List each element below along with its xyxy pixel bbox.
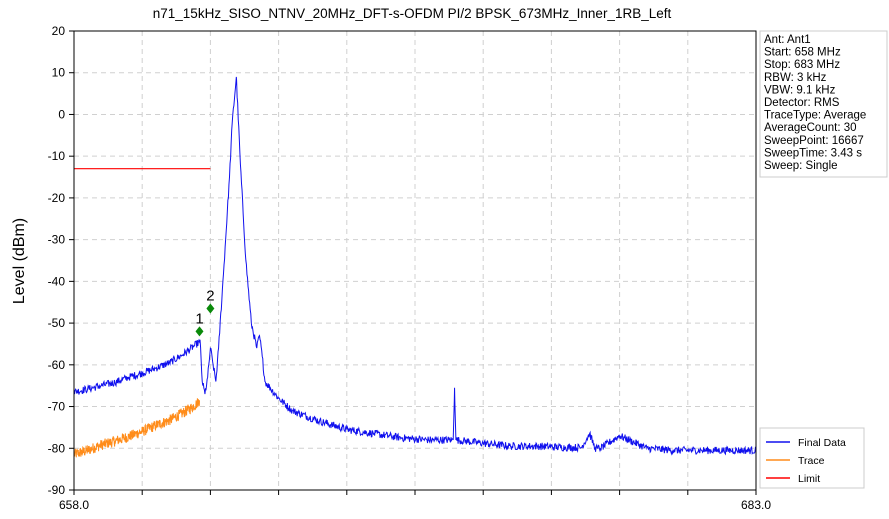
info-line: Stop: 683 MHz: [764, 59, 840, 71]
info-line: SweepTime: 3.43 s: [764, 147, 862, 159]
y-axis-label: Level (dBm): [11, 218, 28, 304]
info-line: TraceType: Average: [764, 110, 866, 122]
info-line: Start: 658 MHz: [764, 47, 841, 59]
y-tick-label: -10: [48, 149, 66, 163]
info-box: [759, 30, 888, 178]
y-tick-label: -20: [48, 191, 66, 205]
chart-title: n71_15kHz_SISO_NTNV_20MHz_DFT-s-OFDM PI/…: [153, 6, 672, 21]
y-tick-label: -80: [48, 441, 66, 455]
x-tick-label: 683.0: [741, 498, 771, 512]
y-tick-label: -50: [48, 316, 66, 330]
info-line: VBW: 9.1 kHz: [764, 84, 836, 96]
series-line: [73, 398, 200, 458]
y-tick-label: -90: [48, 483, 66, 497]
info-line: Sweep: Single: [764, 160, 838, 172]
legend-label: Limit: [798, 473, 820, 485]
y-tick-label: -60: [48, 358, 66, 372]
marker-1: [195, 326, 204, 337]
x-tick-label: 658.0: [59, 498, 89, 512]
legend-label: Trace: [798, 455, 825, 467]
info-line: Detector: RMS: [764, 97, 840, 109]
series-line: [73, 76, 757, 456]
legend-label: Final Data: [798, 437, 846, 449]
y-tick-label: 20: [52, 24, 66, 38]
info-line: RBW: 3 kHz: [764, 72, 827, 84]
marker-label-1: 1: [195, 310, 203, 327]
legend: Final Data Trace Limit: [759, 427, 865, 489]
trace-series: [73, 398, 200, 458]
final-data-series: [73, 76, 757, 456]
y-tick-label: -70: [48, 400, 66, 414]
info-line: Ant: Ant1: [764, 34, 811, 46]
y-tick-label: 10: [52, 66, 66, 80]
y-tick-label: -30: [48, 233, 66, 247]
marker-label-2: 2: [206, 287, 214, 304]
y-tick-label: 0: [58, 107, 65, 121]
marker-2: [206, 303, 215, 314]
markers: 12: [195, 287, 215, 337]
y-tick-label: -40: [48, 274, 66, 288]
info-line: AverageCount: 30: [764, 122, 857, 134]
info-line: SweepPoint: 16667: [764, 135, 864, 147]
